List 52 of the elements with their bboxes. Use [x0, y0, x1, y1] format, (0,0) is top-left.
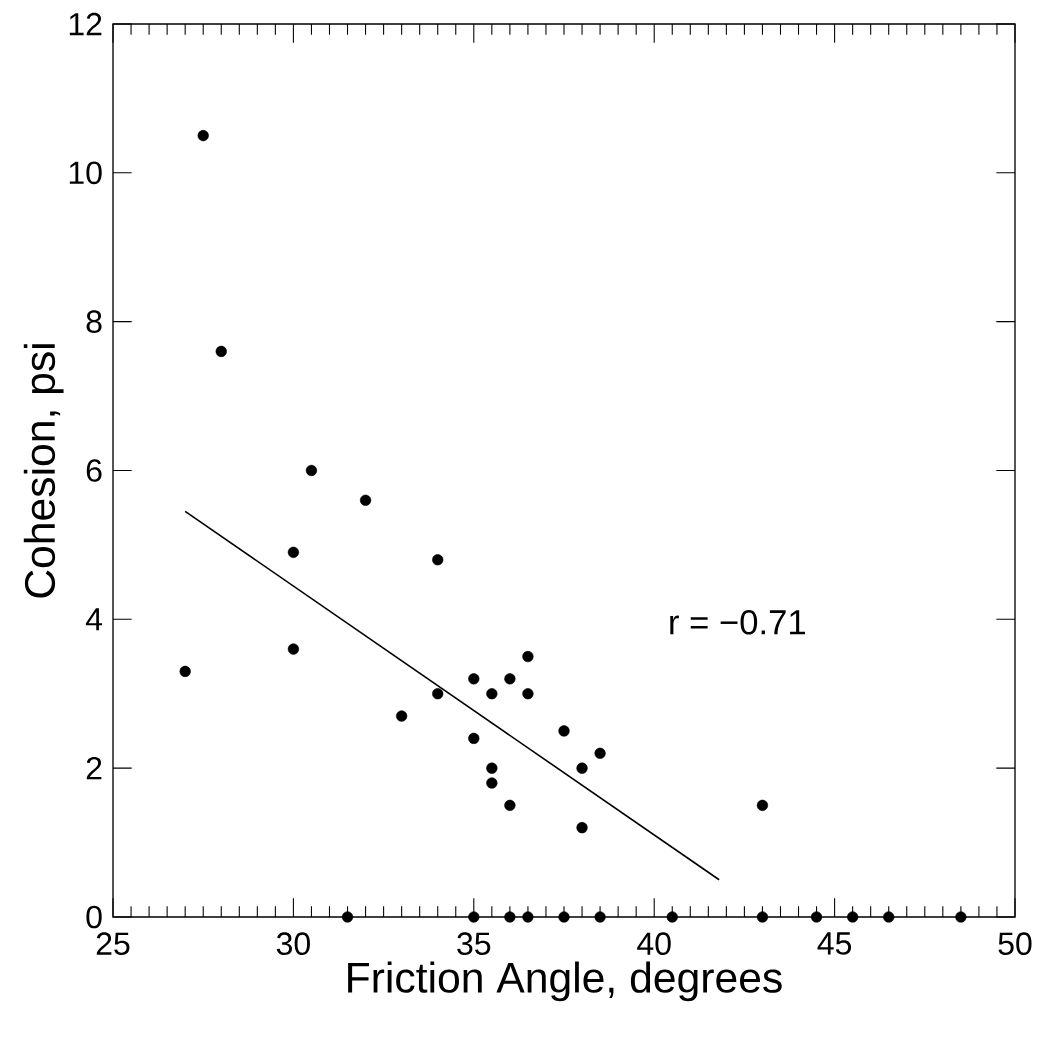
point [883, 911, 895, 923]
point [576, 762, 588, 774]
y-tick-label: 2 [86, 756, 102, 780]
point [558, 911, 570, 923]
point [468, 673, 480, 685]
point [594, 747, 606, 759]
point [359, 494, 372, 506]
x-tick-label: 30 [276, 932, 310, 956]
point [504, 673, 516, 685]
point [522, 650, 534, 663]
point [522, 688, 534, 700]
point [810, 911, 823, 923]
x-tick-label: 40 [637, 932, 671, 956]
point [432, 554, 444, 566]
y-tick-label: 10 [69, 161, 102, 185]
point [287, 643, 300, 655]
y-tick-label: 8 [86, 310, 102, 333]
y-tick-label: 6 [86, 459, 102, 482]
point [522, 911, 534, 923]
x-tick-label: 25 [96, 932, 130, 956]
point [468, 732, 480, 744]
y-tick-label: 0 [86, 905, 102, 929]
point [305, 464, 318, 477]
point [197, 130, 209, 142]
point [504, 799, 516, 811]
point [287, 546, 300, 558]
point [341, 911, 354, 923]
point [215, 345, 227, 358]
point [432, 688, 444, 700]
point [486, 762, 498, 774]
y-tick-label: 12 [69, 12, 102, 36]
point [756, 911, 769, 923]
point [504, 911, 516, 923]
x-tick-label: 50 [998, 932, 1032, 956]
point [666, 911, 678, 923]
point [468, 911, 480, 923]
x-tick-label: 35 [457, 932, 491, 956]
point [576, 822, 588, 834]
point [486, 777, 498, 789]
point [847, 911, 859, 923]
point [558, 725, 570, 737]
point [486, 688, 498, 700]
point [396, 710, 408, 722]
point [756, 799, 769, 811]
point [955, 911, 967, 923]
y-tick-label: 4 [85, 608, 103, 631]
x-tick-label: 45 [817, 932, 852, 955]
point [594, 911, 606, 923]
y-axis-title: Cohesion, psi [23, 344, 64, 598]
annotation: r = −0.71 [670, 610, 805, 635]
x-axis-title: Friction Angle, degrees [348, 961, 782, 1002]
point [179, 665, 191, 678]
